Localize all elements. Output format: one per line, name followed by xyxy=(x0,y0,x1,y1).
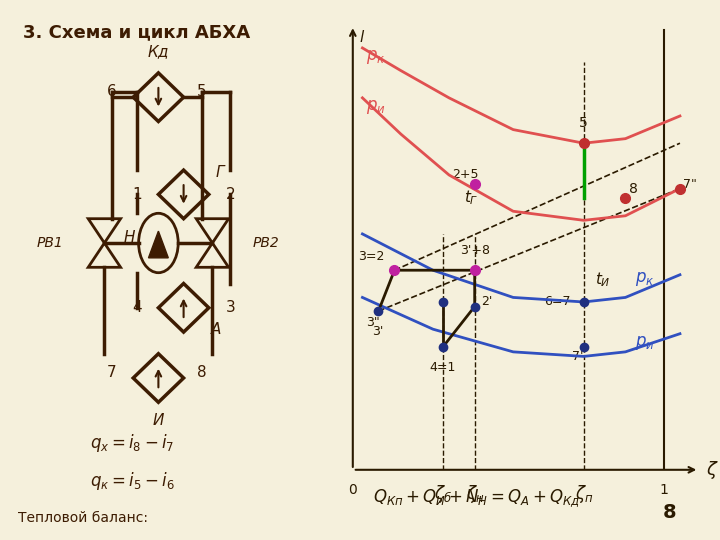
Text: 3'+8: 3'+8 xyxy=(459,244,490,256)
Text: 7": 7" xyxy=(683,178,697,191)
Text: Тепловой баланс:: Тепловой баланс: xyxy=(18,511,148,525)
Text: РВ2: РВ2 xyxy=(253,236,280,250)
Text: 6: 6 xyxy=(107,84,117,99)
Text: $\zeta_п$: $\zeta_п$ xyxy=(575,483,593,505)
Text: $\zeta$: $\zeta$ xyxy=(706,459,719,481)
Text: $p_к$: $p_к$ xyxy=(366,48,385,66)
Text: Кд: Кд xyxy=(148,44,169,59)
Text: $\zeta_б$: $\zeta_б$ xyxy=(433,483,451,505)
Text: $p_к$: $p_к$ xyxy=(635,271,654,288)
Text: 2': 2' xyxy=(481,295,492,308)
Text: $p_и$: $p_и$ xyxy=(635,334,654,352)
Text: А: А xyxy=(211,322,221,337)
Text: 7': 7' xyxy=(572,350,584,363)
Polygon shape xyxy=(148,231,168,258)
Text: 7: 7 xyxy=(107,365,117,380)
Text: 3": 3" xyxy=(366,315,379,328)
Text: $q_х = i_8 - i_7$: $q_х = i_8 - i_7$ xyxy=(90,432,174,454)
Text: 3. Схема и цикл АБХА: 3. Схема и цикл АБХА xyxy=(23,23,251,42)
Text: $t_И$: $t_И$ xyxy=(595,270,611,289)
Text: 8: 8 xyxy=(663,503,676,523)
Text: 3=2: 3=2 xyxy=(359,250,385,263)
Text: И: И xyxy=(153,413,164,428)
Text: Н: Н xyxy=(124,230,135,245)
Text: 4=1: 4=1 xyxy=(429,361,456,374)
Text: $p_и$: $p_и$ xyxy=(366,98,385,116)
Text: $t_Г$: $t_Г$ xyxy=(464,188,479,207)
Text: 2+5: 2+5 xyxy=(452,168,478,181)
Text: $Q_{Кп} + Q_И + N_Н = Q_А + Q_{Кд}$: $Q_{Кп} + Q_И + N_Н = Q_А + Q_{Кд}$ xyxy=(373,488,580,509)
Text: 0: 0 xyxy=(348,483,357,497)
Text: 8: 8 xyxy=(629,181,637,195)
Text: 3': 3' xyxy=(372,325,384,338)
Text: 2: 2 xyxy=(225,187,235,202)
Text: 3: 3 xyxy=(225,300,235,315)
Text: 1: 1 xyxy=(132,187,142,202)
Text: 8: 8 xyxy=(197,365,207,380)
Text: 6=7: 6=7 xyxy=(544,295,571,308)
Text: $\zeta_н$: $\zeta_н$ xyxy=(466,483,484,505)
Text: 5: 5 xyxy=(197,84,207,99)
Text: РВ1: РВ1 xyxy=(37,236,64,250)
Text: 1: 1 xyxy=(660,483,668,497)
Text: $q_к = i_5 - i_6$: $q_к = i_5 - i_6$ xyxy=(90,470,175,491)
Text: 5: 5 xyxy=(580,116,588,130)
Text: l: l xyxy=(359,30,364,45)
Text: 4: 4 xyxy=(132,300,142,315)
Text: Г: Г xyxy=(215,165,224,180)
